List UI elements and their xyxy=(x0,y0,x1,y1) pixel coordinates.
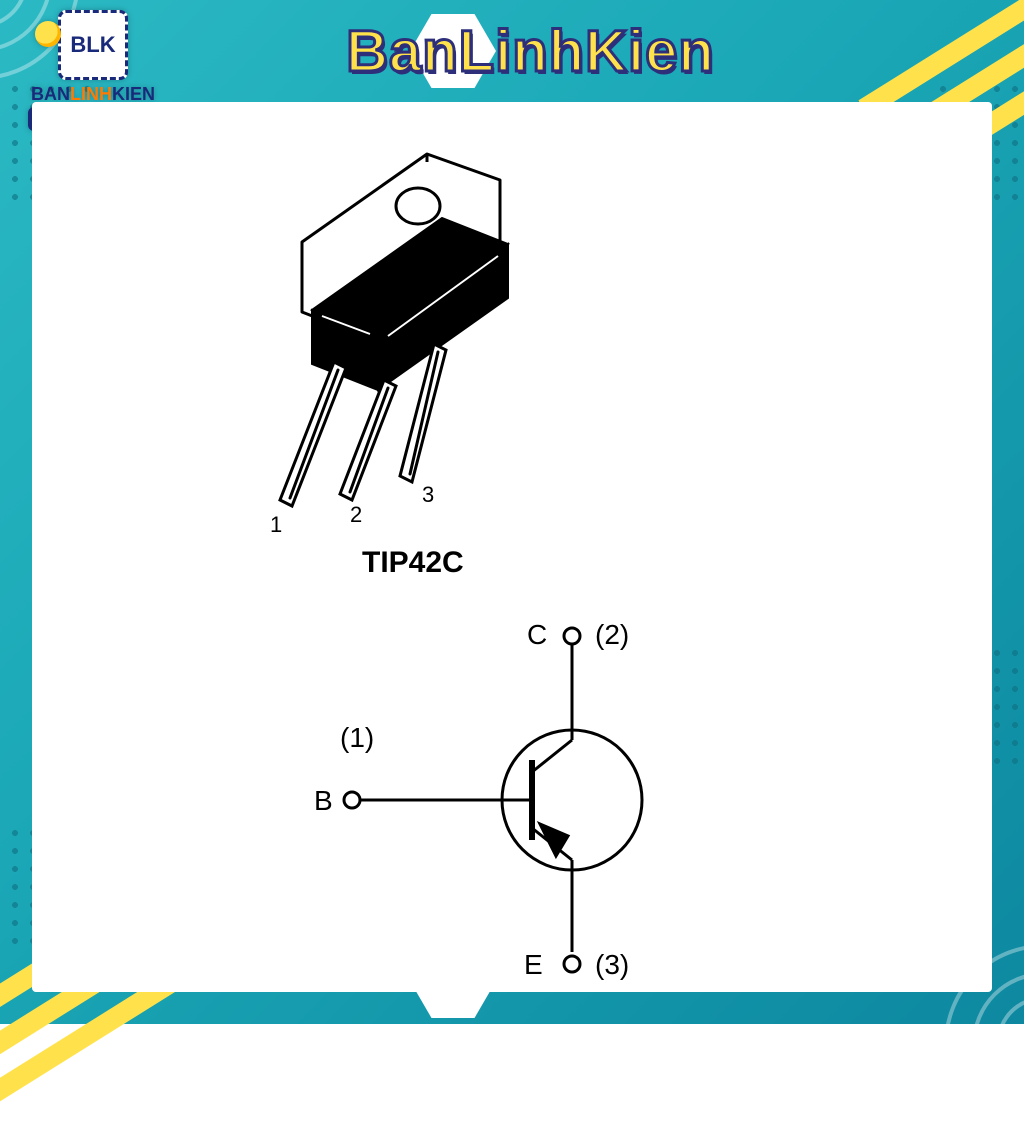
logo-part1: BAN xyxy=(31,84,70,104)
logo-chip-icon: BLK xyxy=(58,10,128,80)
schematic-emitter-pin: (3) xyxy=(595,949,629,980)
package-illustration: 1 2 3 xyxy=(270,154,508,537)
terminal-dot-emitter xyxy=(564,956,580,972)
package-pin-1: 1 xyxy=(270,512,282,537)
brand-title: BanLinhKien xyxy=(346,18,715,85)
schematic-symbol: C (2) (1) B E (3) xyxy=(314,619,642,980)
terminal-dot-collector xyxy=(564,628,580,644)
schematic-base-letter: B xyxy=(314,785,333,816)
logo-part2: LINH xyxy=(70,84,112,104)
schematic-collector-letter: C xyxy=(527,619,547,650)
pnp-arrow-icon xyxy=(540,824,568,856)
schematic-collector-pin: (2) xyxy=(595,619,629,650)
terminal-dot-base xyxy=(344,792,360,808)
content-card: 1 2 3 TIP42C C (2) (1) B xyxy=(32,102,992,992)
datasheet-figure: 1 2 3 TIP42C C (2) (1) B xyxy=(32,102,992,992)
package-pin-3: 3 xyxy=(422,482,434,507)
schematic-emitter-letter: E xyxy=(524,949,543,980)
part-number-label: TIP42C xyxy=(362,546,464,579)
logo-part3: KIEN xyxy=(112,84,155,104)
package-pin-2: 2 xyxy=(350,502,362,527)
schematic-base-pin: (1) xyxy=(340,722,374,753)
